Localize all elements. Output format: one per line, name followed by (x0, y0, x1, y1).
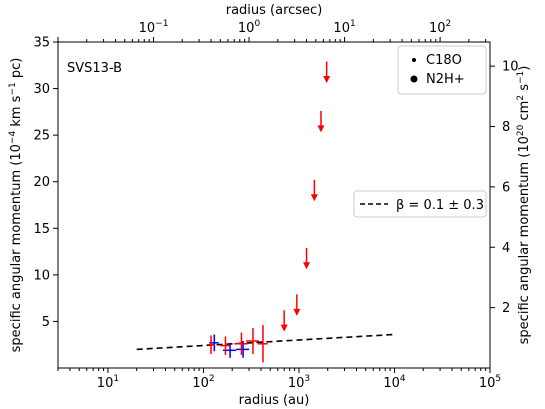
legend-c18o-label: C18O (426, 53, 462, 68)
legend-fit-label: β = 0.1 ± 0.3 (396, 198, 484, 213)
top-tick-label: 100 (238, 19, 261, 36)
right-tick-label: 6 (502, 180, 510, 195)
legend-fit: β = 0.1 ± 0.3 (353, 190, 487, 218)
legend-markers-box (397, 45, 487, 95)
legend-n2h-marker (410, 75, 418, 83)
y-tick-label: 15 (33, 222, 50, 237)
x-axis-label-top: radius (arcsec) (226, 3, 323, 18)
y-tick-label: 25 (33, 129, 50, 144)
x-tick-label: 101 (97, 374, 119, 391)
upper-limit-0-head (280, 324, 288, 332)
legend-fit-box (353, 190, 487, 218)
y-tick-label: 35 (33, 36, 50, 51)
upper-limit-2-head (303, 262, 311, 270)
upper-limit-4-head (317, 125, 325, 133)
upper-limit-1-head (293, 308, 301, 316)
legend-c18o-marker (412, 58, 416, 62)
top-tick-label: 101 (333, 19, 355, 36)
right-tick-label: 4 (502, 241, 510, 256)
y-tick-label: 10 (33, 268, 50, 283)
y-tick-label: 5 (42, 315, 50, 330)
x-axis-label-bottom: radius (au) (239, 393, 310, 408)
top-tick-label: 10−1 (139, 19, 169, 36)
upper-limit-3-head (310, 194, 318, 202)
y-axis-label-left: specific angular momentum (10−4 km s−1 p… (8, 58, 24, 353)
top-tick-label: 102 (429, 19, 451, 36)
fit-line (136, 333, 395, 351)
legend-markers: C18O N2H+ (397, 45, 487, 95)
upper-limit-5-head (323, 75, 331, 83)
y-tick-label: 30 (33, 82, 50, 97)
x-tick-label: 104 (383, 374, 406, 391)
x-tick-label: 102 (192, 374, 214, 391)
x-tick-label: 103 (288, 374, 310, 391)
right-tick-label: 8 (502, 120, 510, 135)
right-tick-label: 2 (502, 301, 510, 316)
y-axis-label-right: specific angular momentum (1020 cm2 s−1) (516, 66, 532, 345)
x-tick-label: 105 (479, 374, 501, 391)
legend-n2h-label: N2H+ (426, 72, 465, 87)
panel-label: SVS13-B (67, 61, 122, 76)
series-layer (136, 61, 395, 363)
y-tick-label: 20 (33, 175, 50, 190)
right-tick-label: 10 (502, 60, 519, 75)
